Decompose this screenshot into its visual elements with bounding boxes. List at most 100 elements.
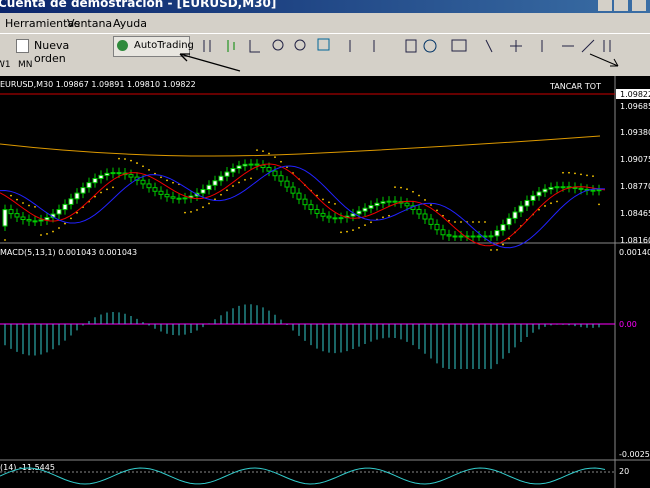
rsi-header: (14) -11.5445 <box>0 463 55 472</box>
sar-dot <box>280 160 282 163</box>
button-label: Nueva orden <box>34 39 70 65</box>
price-label: 1.09075 <box>620 155 650 164</box>
sar-dot <box>502 243 504 246</box>
timeframe[interactable]: MN <box>18 60 33 70</box>
sar-dot <box>364 224 366 227</box>
price-label: 1.08770 <box>620 182 650 191</box>
candle-body <box>80 187 86 194</box>
sar-dot <box>454 221 456 223</box>
candle-body <box>494 230 500 237</box>
candle-body <box>446 234 452 237</box>
timeframe[interactable]: W1 <box>0 60 11 70</box>
candle-body <box>380 201 386 204</box>
candle-body <box>236 165 242 170</box>
sar-dot <box>400 186 402 189</box>
menu-item[interactable]: Ayuda <box>113 17 147 30</box>
candle-body <box>530 195 536 201</box>
menu-item[interactable]: Ventana <box>67 17 113 30</box>
candle-body <box>302 198 308 206</box>
sar-dot <box>136 162 138 164</box>
candle-body <box>368 205 374 209</box>
price-plot <box>0 135 606 485</box>
sar-dot <box>562 171 564 174</box>
sar-dot <box>250 177 252 180</box>
slow-average <box>0 135 601 157</box>
candle-body <box>152 187 158 192</box>
sar-dot <box>202 206 204 209</box>
autotrading-button[interactable]: AutoTrading <box>113 36 194 57</box>
sar-dot <box>4 239 6 241</box>
sar-dot <box>22 202 24 204</box>
candle-body <box>104 172 110 176</box>
price-label: 1.09685 <box>620 102 650 111</box>
candle-body <box>176 197 182 200</box>
rsi-line <box>0 467 606 485</box>
candle-body <box>278 175 284 182</box>
sar-dot <box>334 202 336 205</box>
candle-body <box>14 213 20 218</box>
rsi-label: 20 <box>619 467 629 476</box>
button-label: AutoTrading <box>134 40 194 51</box>
candle-body <box>596 189 602 192</box>
candle-body <box>272 170 278 177</box>
candle-body <box>32 220 38 223</box>
candle-body <box>92 178 98 184</box>
candle-body <box>428 218 434 225</box>
sar-dot <box>64 222 66 225</box>
sar-dot <box>544 205 546 207</box>
sar-dot <box>388 214 390 217</box>
sar-dot <box>34 205 36 208</box>
candle-body <box>86 182 92 189</box>
candle-body <box>356 210 362 215</box>
sar-dot <box>196 209 198 211</box>
candle-body <box>458 235 464 238</box>
candle-body <box>332 217 338 220</box>
sar-dot <box>346 230 348 233</box>
candle-body <box>374 202 380 207</box>
candle-body <box>296 192 302 200</box>
minimize[interactable] <box>598 0 612 11</box>
sar-dot <box>238 181 240 184</box>
sar-dot <box>316 194 318 197</box>
sar-dot <box>406 188 408 191</box>
candle-body <box>488 235 494 238</box>
price-label: 1.08465 <box>620 209 650 218</box>
candle-body <box>338 217 344 220</box>
macd-label: -0.002518 <box>619 450 650 459</box>
candle-body <box>290 186 296 194</box>
maximize[interactable] <box>614 0 628 11</box>
candle-body <box>284 180 290 188</box>
sar-dot <box>550 202 552 205</box>
candle-body <box>434 223 440 231</box>
new-order-button[interactable]: Nueva orden <box>16 37 90 65</box>
sar-dot <box>412 190 414 193</box>
candle-body <box>578 187 584 190</box>
candle-body <box>182 197 188 200</box>
sar-dot <box>580 173 582 176</box>
sar-dot <box>484 221 486 223</box>
sar-dot <box>28 204 30 207</box>
sar-dot <box>142 165 144 168</box>
sar-dot <box>244 178 246 181</box>
close[interactable] <box>632 0 646 11</box>
sar-dot <box>472 221 474 223</box>
candle-body <box>320 212 326 217</box>
candle-body <box>170 196 176 199</box>
sar-dot <box>556 200 558 203</box>
candle-body <box>206 184 212 191</box>
sar-dot <box>370 221 372 224</box>
candle-body <box>404 202 410 207</box>
candle-body <box>314 209 320 214</box>
sar-dot <box>40 234 42 236</box>
candle-body <box>452 235 458 238</box>
close-all-button[interactable]: TANCAR TOT <box>549 82 601 91</box>
menu-item[interactable]: Herramientas <box>5 17 80 30</box>
candle-body <box>470 235 476 238</box>
candle-body <box>548 186 554 190</box>
candle-body <box>38 219 44 222</box>
candle-body <box>164 193 170 198</box>
candle-body <box>362 207 368 212</box>
price-label: 1.09380 <box>620 128 650 137</box>
moving-average <box>0 163 606 247</box>
